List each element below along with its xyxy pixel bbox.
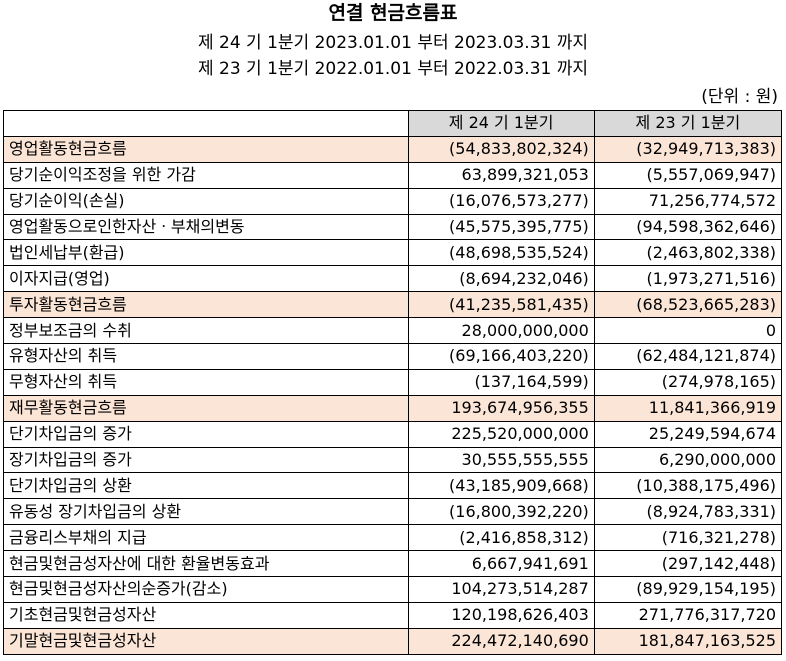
current-period-amount: 30,555,555,555: [407, 446, 595, 474]
header-prior-period: 제 23 기 1분기: [593, 110, 783, 137]
row-label: 기말현금및현금성자산: [3, 627, 409, 655]
unit-label: (단위 : 원): [701, 87, 778, 107]
row-label: 당기순이익조정을 위한 가감: [3, 161, 409, 189]
prior-period-amount: (297,142,448): [593, 550, 783, 578]
row-label: 단기차입금의 증가: [3, 420, 409, 448]
row-label: 영업활동으로인한자산ㆍ부채의변동: [3, 213, 409, 241]
prior-period-amount: (10,388,175,496): [593, 472, 783, 500]
current-period-amount: 224,472,140,690: [407, 627, 595, 655]
current-period-amount: (16,800,392,220): [407, 498, 595, 526]
prior-period-amount: 271,776,317,720: [593, 601, 783, 629]
current-period-amount: 104,273,514,287: [407, 576, 595, 603]
cash-flow-table: 제 24 기 1분기 제 23 기 1분기 영업활동현금흐름 (54,833,80…: [3, 110, 783, 655]
table-row: 당기순이익조정을 위한 가감 63,899,321,053 (5,557,069,9…: [3, 161, 783, 189]
table-row: 장기차입금의 증가 30,555,555,555 6,290,000,000: [3, 446, 783, 474]
current-period-amount: (41,235,581,435): [407, 291, 595, 319]
current-period-amount: (69,166,403,220): [407, 343, 595, 370]
prior-period-amount: (62,484,121,874): [593, 343, 783, 370]
current-period-amount: 63,899,321,053: [407, 161, 595, 189]
current-period-amount: 120,198,626,403: [407, 601, 595, 629]
current-period-amount: 28,000,000,000: [407, 317, 595, 345]
prior-period-amount: 6,290,000,000: [593, 446, 783, 474]
table-row: 이자지급(영업) (8,694,232,046) (1,973,271,516): [3, 265, 783, 293]
prior-period-amount: 11,841,366,919: [593, 394, 783, 422]
table-row: 유동성 장기차입금의 상환 (16,800,392,220) (8,924,783,…: [3, 498, 783, 526]
current-period-amount: 6,667,941,691: [407, 550, 595, 578]
prior-period-amount: 181,847,163,525: [593, 627, 783, 655]
row-label: 유동성 장기차입금의 상환: [3, 498, 409, 526]
table-row: 영업활동으로인한자산ㆍ부채의변동 (45,575,395,775) (94,598,…: [3, 213, 783, 241]
row-label: 단기차입금의 상환: [3, 472, 409, 500]
current-period-amount: (2,416,858,312): [407, 524, 595, 552]
table-row: 현금및현금성자산에 대한 환율변동효과 6,667,941,691 (297,142…: [3, 550, 783, 578]
table-row: 정부보조금의 수취 28,000,000,000 0: [3, 317, 783, 345]
table-row: 투자활동현금흐름 (41,235,581,435) (68,523,665,283): [3, 291, 783, 319]
current-period-amount: (45,575,395,775): [407, 213, 595, 241]
period-current: 제 24 기 1분기 2023.01.01 부터 2023.03.31 까지: [197, 33, 589, 53]
prior-period-amount: (1,973,271,516): [593, 265, 783, 293]
current-period-amount: (54,833,802,324): [407, 135, 595, 163]
table-row: 재무활동현금흐름 193,674,956,355 11,841,366,919: [3, 394, 783, 422]
table-row: 현금및현금성자산의순증가(감소) 104,273,514,287 (89,929,1…: [3, 576, 783, 603]
prior-period-amount: (2,463,802,338): [593, 239, 783, 267]
table-row: 유형자산의 취득 (69,166,403,220) (62,484,121,874): [3, 343, 783, 370]
current-period-amount: (16,076,573,277): [407, 187, 595, 215]
header-blank-cell: [3, 110, 409, 137]
table-row: 영업활동현금흐름 (54,833,802,324) (32,949,713,383): [3, 135, 783, 163]
table-row: 무형자산의 취득 (137,164,599) (274,978,165): [3, 368, 783, 396]
row-label: 투자활동현금흐름: [3, 291, 409, 319]
row-label: 유형자산의 취득: [3, 343, 409, 370]
prior-period-amount: 0: [593, 317, 783, 345]
current-period-amount: 225,520,000,000: [407, 420, 595, 448]
table-row: 단기차입금의 상환 (43,185,909,668) (10,388,175,496…: [3, 472, 783, 500]
current-period-amount: (43,185,909,668): [407, 472, 595, 500]
row-label: 정부보조금의 수취: [3, 317, 409, 345]
row-label: 재무활동현금흐름: [3, 394, 409, 422]
table-row: 당기순이익(손실) (16,076,573,277) 71,256,774,572: [3, 187, 783, 215]
table-row: 기말현금및현금성자산 224,472,140,690 181,847,163,525: [3, 627, 783, 655]
prior-period-amount: (8,924,783,331): [593, 498, 783, 526]
header-current-period: 제 24 기 1분기: [407, 110, 595, 137]
row-label: 현금및현금성자산에 대한 환율변동효과: [3, 550, 409, 578]
prior-period-amount: (68,523,665,283): [593, 291, 783, 319]
current-period-amount: (8,694,232,046): [407, 265, 595, 293]
row-label: 기초현금및현금성자산: [3, 601, 409, 629]
table-header-row: 제 24 기 1분기 제 23 기 1분기: [3, 110, 783, 137]
prior-period-amount: 25,249,594,674: [593, 420, 783, 448]
current-period-amount: (137,164,599): [407, 368, 595, 396]
table-row: 법인세납부(환급) (48,698,535,524) (2,463,802,338): [3, 239, 783, 267]
row-label: 금융리스부채의 지급: [3, 524, 409, 552]
prior-period-amount: (716,321,278): [593, 524, 783, 552]
prior-period-amount: (274,978,165): [593, 368, 783, 396]
row-label: 이자지급(영업): [3, 265, 409, 293]
prior-period-amount: (89,929,154,195): [593, 576, 783, 603]
table-row: 기초현금및현금성자산 120,198,626,403 271,776,317,720: [3, 601, 783, 629]
row-label: 당기순이익(손실): [3, 187, 409, 215]
period-prior: 제 23 기 1분기 2022.01.01 부터 2022.03.31 까지: [197, 59, 589, 79]
prior-period-amount: 71,256,774,572: [593, 187, 783, 215]
statement-title: 연결 현금흐름표: [328, 2, 458, 24]
row-label: 현금및현금성자산의순증가(감소): [3, 576, 409, 603]
row-label: 무형자산의 취득: [3, 368, 409, 396]
row-label: 법인세납부(환급): [3, 239, 409, 267]
prior-period-amount: (94,598,362,646): [593, 213, 783, 241]
current-period-amount: 193,674,956,355: [407, 394, 595, 422]
table-row: 금융리스부채의 지급 (2,416,858,312) (716,321,278): [3, 524, 783, 552]
prior-period-amount: (5,557,069,947): [593, 161, 783, 189]
table-row: 단기차입금의 증가 225,520,000,000 25,249,594,674: [3, 420, 783, 448]
prior-period-amount: (32,949,713,383): [593, 135, 783, 163]
current-period-amount: (48,698,535,524): [407, 239, 595, 267]
row-label: 영업활동현금흐름: [3, 135, 409, 163]
row-label: 장기차입금의 증가: [3, 446, 409, 474]
